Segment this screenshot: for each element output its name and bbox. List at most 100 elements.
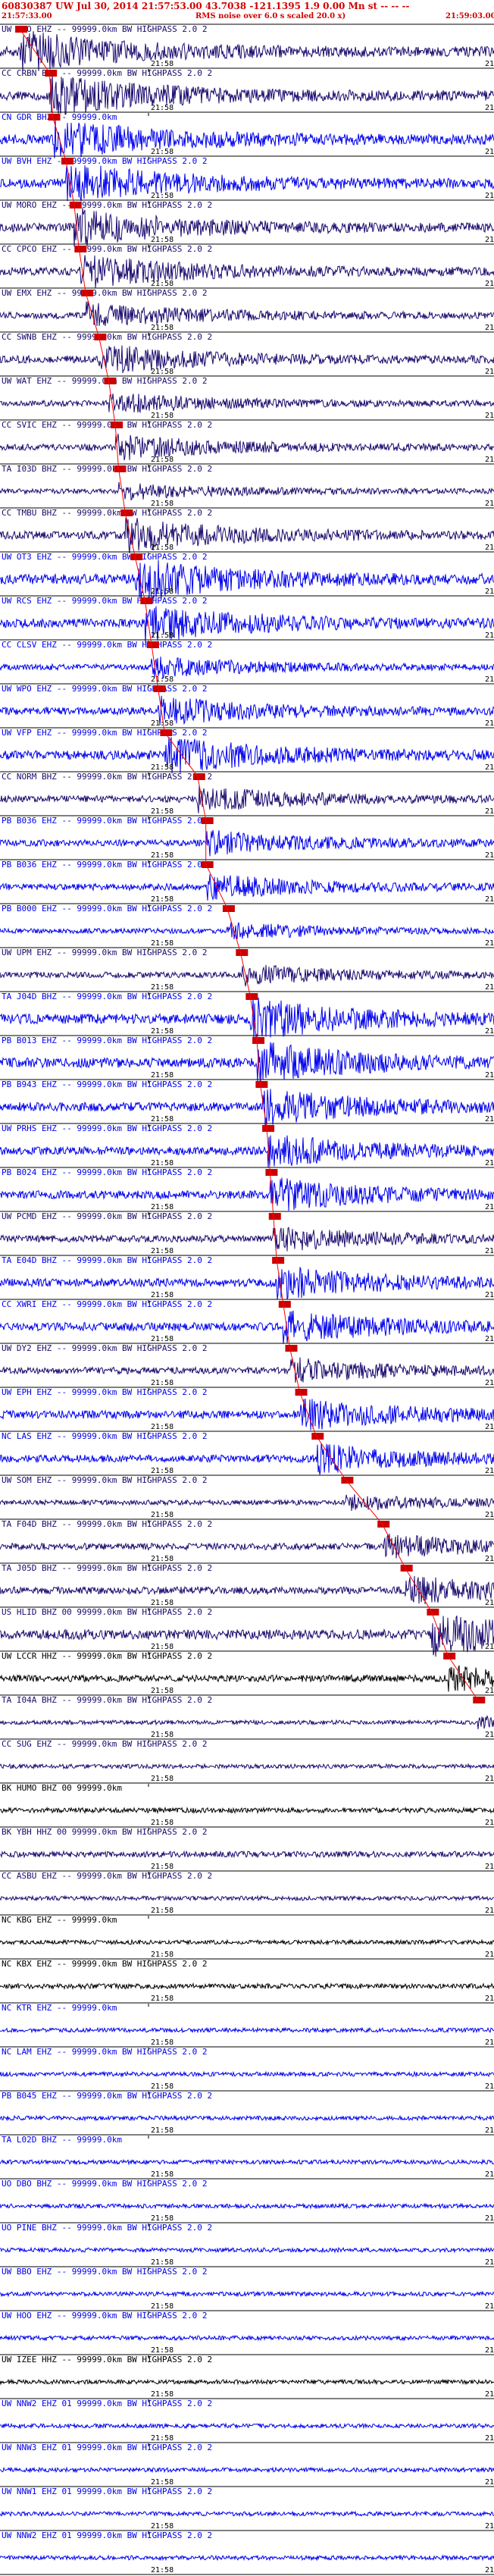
tick-label: 21:58 [151, 2082, 174, 2091]
station-label: CC XWRI EHZ -- 99999.0km BW HIGHPASS 2.0… [2, 1299, 212, 1309]
station-label: UW BVH EHZ -- 99999.0km BW HIGHPASS 2.0 … [2, 156, 208, 166]
waveform [0, 2510, 494, 2518]
trace-row: UW HOO EHZ -- 99999.0km BW HIGHPASS 2.0 … [0, 2310, 494, 2355]
tick-label: 21:58 [151, 1247, 174, 1255]
tick-label: 21:58 [151, 2566, 174, 2574]
pick-marker [278, 1301, 291, 1308]
tick-label: 21 [485, 1951, 494, 1959]
waveform [0, 1716, 494, 1730]
trace-row: CC TMBU BHZ -- 99999.0km BW HIGHPASS 2.0… [0, 507, 494, 553]
tick-label: 21 [485, 1379, 494, 1387]
pick-marker [45, 70, 58, 77]
waveform [0, 2026, 494, 2034]
trace-row: BK YBH HHZ 00 99999.0km BW HIGHPASS 2.0 … [0, 1826, 494, 1871]
pick-marker [94, 334, 107, 340]
tick-label: 21 [485, 2346, 494, 2355]
station-label: US HLID BHZ 00 99999.0km BW HIGHPASS 2.0… [2, 1607, 212, 1617]
pick-marker [473, 1697, 486, 1703]
station-label: CC ASBU EHZ -- 99999.0km BW HIGHPASS 2.0… [2, 1871, 212, 1881]
station-label: PB B024 EHZ -- 99999.0km BW HIGHPASS 2.0… [2, 1167, 212, 1177]
waveform [0, 73, 494, 115]
trace-row: UW LCCR HHZ -- 99999.0km BW HIGHPASS 2.0… [0, 1650, 494, 1695]
trace-row: UW NNW3 EHZ 01 99999.0km BW HIGHPASS 2.0… [0, 2442, 494, 2487]
station-label: PB B000 EHZ -- 99999.0km BW HIGHPASS 2.0… [2, 904, 212, 914]
tick-label: 21 [485, 1203, 494, 1211]
trace-row: UW WPO EHZ -- 99999.0km BW HIGHPASS 2.0 … [0, 683, 494, 728]
waveform [0, 2422, 494, 2430]
station-label: PB B036 EHZ -- 99999.0km BW HIGHPASS 2.0… [2, 860, 212, 870]
tick-label: 21:58 [151, 895, 174, 904]
tick-label: 21:58 [151, 1203, 174, 1211]
tick-label: 21 [485, 1775, 494, 1783]
tick-label: 21:58 [151, 104, 174, 112]
tick-label: 21 [485, 544, 494, 552]
tick-label: 21 [485, 1071, 494, 1080]
tick-label: 21 [485, 2390, 494, 2399]
station-label: UW EPH EHZ -- 99999.0km BW HIGHPASS 2.0 … [2, 1387, 208, 1397]
trace-row: UW NNW2 EHZ 01 99999.0km BW HIGHPASS 2.0… [0, 2530, 494, 2574]
tick-label: 21 [485, 368, 494, 376]
pick-marker [245, 993, 258, 1000]
station-label: UW BBO EHZ -- 99999.0km BW HIGHPASS 2.0 … [2, 2267, 208, 2277]
waveform [0, 1443, 494, 1475]
pick-marker [443, 1653, 456, 1659]
tick-label: 21:58 [151, 1335, 174, 1343]
trace-row: PB B013 EHZ -- 99999.0km BW HIGHPASS 2.0… [0, 1035, 494, 1083]
station-label: UW MORO EHZ -- 99999.0km BW HIGHPASS 2.0… [2, 200, 212, 210]
tick-label: 21:58 [151, 1775, 174, 1783]
station-label: UW IZEE HHZ -- 99999.0km BW HIGHPASS 2.0… [2, 2355, 212, 2364]
plot-header: 60830387 UW Jul 30, 2014 21:57:53.00 43.… [0, 0, 494, 23]
tick-label: 21:58 [151, 2302, 174, 2311]
trace-row: UW EMX EHZ -- 99999.0km BW HIGHPASS 2.0 … [0, 287, 494, 332]
tick-label: 21 [485, 2434, 494, 2443]
tick-label: 21:58 [151, 148, 174, 156]
station-label: CC CPCO EHZ -- 99999.0km BW HIGHPASS 2.0… [2, 244, 212, 254]
waveform [0, 559, 494, 602]
trace-row: CC CLSV EHZ -- 99999.0km BW HIGHPASS 2.0… [0, 639, 494, 684]
rms-note: RMS noise over 6.0 s scaled 20.0 x) [195, 12, 346, 20]
station-label: CC NORM BHZ -- 99999.0km BW HIGHPASS 2.0… [2, 772, 212, 782]
tick-label: 21:58 [151, 324, 174, 332]
trace-row: UW DY2 EHZ -- 99999.0km BW HIGHPASS 2.0 … [0, 1343, 494, 1387]
tick-label: 21 [485, 1907, 494, 1915]
pick-marker [255, 1081, 268, 1088]
station-label: UO PINE BHZ -- 99999.0km BW HIGHPASS 2.0… [2, 2223, 212, 2233]
station-label: UW NNW1 EHZ 01 99999.0km BW HIGHPASS 2.0… [2, 2487, 212, 2496]
trace-row: UW OT3 EHZ -- 99999.0km BW HIGHPASS 2.0 … [0, 551, 494, 602]
trace-row: US HLID BHZ 00 99999.0km BW HIGHPASS 2.0… [0, 1606, 494, 1657]
pick-marker [48, 114, 61, 121]
station-label: UW WPO EHZ -- 99999.0km BW HIGHPASS 2.0 … [2, 684, 208, 694]
station-label: UW NNW2 EHZ 01 99999.0km BW HIGHPASS 2.0… [2, 2531, 212, 2540]
station-label: UW RCS EHZ -- 99999.0km BW HIGHPASS 2.0 … [2, 596, 208, 606]
tick-label: 21 [485, 851, 494, 860]
waveform [0, 2114, 494, 2122]
trace-row: TA E04D BHZ -- 99999.0km BW HIGHPASS 2.0… [0, 1255, 494, 1301]
waveform [0, 345, 494, 374]
pick-marker [81, 290, 94, 296]
tick-label: 21 [485, 2302, 494, 2311]
trace-row: TA I04A BHZ -- 99999.0km BW HIGHPASS 2.0… [0, 1694, 494, 1739]
station-label: NC LAS EHZ -- 99999.0km BW HIGHPASS 2.0 … [2, 1431, 208, 1441]
waveform [0, 2334, 494, 2342]
trace-row: UO PINE BHZ -- 99999.0km BW HIGHPASS 2.0… [0, 2222, 494, 2267]
pick-marker [268, 1213, 281, 1220]
trace-row: PB B036 EHZ -- 99999.0km BW HIGHPASS 2.0… [0, 815, 494, 860]
station-label: TA J05D BHZ -- 99999.0km BW HIGHPASS 2.0… [2, 1563, 212, 1573]
waveform [0, 2554, 494, 2562]
tick-label: 21:58 [151, 2522, 174, 2531]
trace-row: UW IZEE HHZ -- 99999.0km BW HIGHPASS 2.0… [0, 2354, 494, 2399]
tick-label: 21:58 [151, 1643, 174, 1651]
tick-label: 21 [485, 939, 494, 948]
pick-marker [377, 1521, 390, 1528]
station-label: CC SWNB EHZ -- 99999.0km BW HIGHPASS 2.0… [2, 332, 212, 342]
tick-label: 21 [485, 2126, 494, 2135]
station-label: TA I03D BHZ -- 99999.0km BW HIGHPASS 2.0… [2, 464, 212, 474]
waveform [0, 1806, 494, 1815]
waveform [0, 1982, 494, 1991]
tick-label: 21:58 [151, 851, 174, 860]
tick-label: 21:58 [151, 500, 174, 508]
tick-label: 21:58 [151, 631, 174, 640]
waveform [0, 31, 494, 72]
waveform [0, 657, 494, 679]
